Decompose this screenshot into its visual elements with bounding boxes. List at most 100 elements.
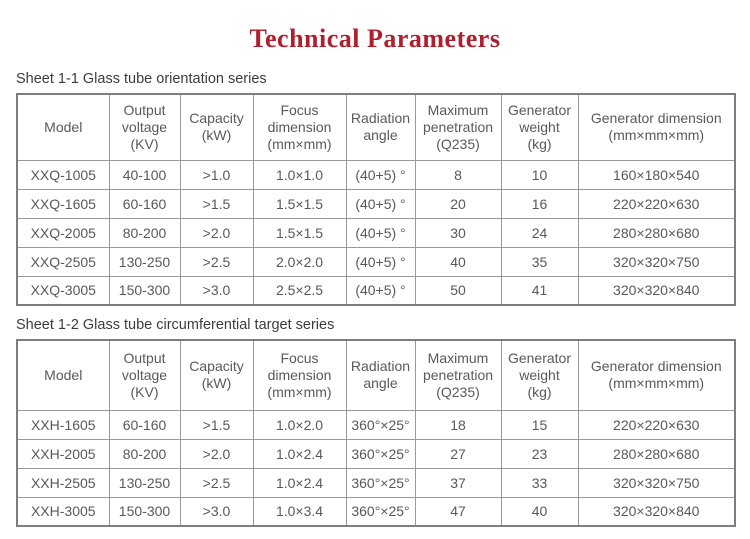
cell-col-0: XXH-2505: [16, 467, 110, 498]
table-row: XXH-2505 130-250 >2.5 1.0×2.4 360°×25° 37 33 32…: [16, 467, 736, 498]
cell-col-6: 40: [500, 496, 579, 527]
column-header-3: Focus dimension (mm×mm): [252, 339, 347, 411]
column-header-4: Radiation angle: [345, 93, 416, 161]
cell-col-6: 24: [500, 217, 579, 248]
cell-col-7: 160×180×540: [577, 159, 736, 190]
cell-col-5: 37: [414, 467, 502, 498]
cell-col-2: >1.5: [179, 188, 254, 219]
cell-col-0: XXQ-1605: [16, 188, 110, 219]
column-header-line: Radiation: [350, 110, 411, 127]
sheet-1-2-label: Sheet 1-2 Glass tube circumferential tar…: [16, 317, 335, 333]
cell-col-1: 60-160: [108, 188, 181, 219]
cell-col-3: 2.0×2.0: [252, 246, 347, 277]
column-header-line: Capacity: [189, 358, 244, 375]
cell-col-6: 16: [500, 188, 579, 219]
cell-col-5: 40: [414, 246, 502, 277]
header-row: Model Output voltage (KV) Capacity (kW) Focus d…: [16, 93, 736, 161]
column-header-line: (kg): [527, 383, 552, 400]
column-header-line: (kW): [201, 127, 232, 144]
column-header-6: Generator weight (kg): [500, 93, 579, 161]
column-header-line: Generator dimension: [590, 110, 722, 127]
cell-col-0: XXQ-3005: [16, 275, 110, 306]
column-header-line: dimension: [267, 366, 332, 383]
column-header-line: voltage: [121, 118, 168, 135]
cell-col-1: 150-300: [108, 275, 181, 306]
cell-col-1: 130-250: [108, 467, 181, 498]
cell-col-0: XXQ-2005: [16, 217, 110, 248]
table-header: Model Output voltage (KV) Capacity (kW) Focus d…: [16, 339, 736, 411]
cell-col-5: 50: [414, 275, 502, 306]
cell-col-2: >2.0: [179, 217, 254, 248]
cell-col-2: >3.0: [179, 496, 254, 527]
cell-col-7: 320×320×840: [577, 275, 736, 306]
column-header-line: (kg): [527, 135, 552, 152]
column-header-line: voltage: [121, 366, 168, 383]
cell-col-1: 40-100: [108, 159, 181, 190]
cell-col-1: 80-200: [108, 438, 181, 469]
column-header-line: Generator dimension: [590, 358, 722, 375]
cell-col-7: 320×320×840: [577, 496, 736, 527]
page-title: Technical Parameters: [249, 24, 501, 53]
column-header-line: Model: [44, 366, 83, 383]
cell-col-6: 41: [500, 275, 579, 306]
column-header-2: Capacity (kW): [179, 339, 254, 411]
column-header-line: Output: [123, 101, 166, 118]
column-header-4: Radiation angle: [345, 339, 416, 411]
cell-col-7: 280×280×680: [577, 438, 736, 469]
column-header-line: dimension: [267, 118, 332, 135]
column-header-line: Generator: [507, 349, 572, 366]
column-header-line: Maximum: [427, 349, 489, 366]
cell-col-7: 280×280×680: [577, 217, 736, 248]
column-header-line: (Q235): [436, 383, 480, 400]
cell-col-5: 18: [414, 409, 502, 440]
cell-col-1: 80-200: [108, 217, 181, 248]
glass-tube-circumferential-target-series-table: Model Output voltage (KV) Capacity (kW) Focus d…: [16, 339, 736, 527]
column-header-line: (Q235): [436, 135, 480, 152]
cell-col-4: 360°×25°: [345, 438, 416, 469]
table-row: XXQ-1605 60-160 >1.5 1.5×1.5 (40+5) ° 20 16 220…: [16, 188, 736, 219]
cell-col-1: 60-160: [108, 409, 181, 440]
cell-col-2: >1.0: [179, 159, 254, 190]
column-header-line: Focus: [280, 349, 319, 366]
sheet-1-1-label: Sheet 1-1 Glass tube orientation series: [16, 71, 267, 87]
cell-col-3: 1.0×2.4: [252, 467, 347, 498]
cell-col-3: 1.5×1.5: [252, 217, 347, 248]
cell-col-4: (40+5) °: [345, 275, 416, 306]
column-header-5: Maximum penetration (Q235): [414, 93, 502, 161]
cell-col-2: >2.0: [179, 438, 254, 469]
cell-col-4: (40+5) °: [345, 159, 416, 190]
table-row: XXH-2005 80-200 >2.0 1.0×2.4 360°×25° 27 23 280…: [16, 438, 736, 469]
table-header: Model Output voltage (KV) Capacity (kW) Focus d…: [16, 93, 736, 161]
column-header-line: Maximum: [427, 101, 489, 118]
column-header-line: (mm×mm×mm): [608, 375, 705, 392]
cell-col-2: >2.5: [179, 467, 254, 498]
table-body: XXH-1605 60-160 >1.5 1.0×2.0 360°×25° 18 15 220…: [16, 409, 736, 527]
column-header-3: Focus dimension (mm×mm): [252, 93, 347, 161]
cell-col-3: 1.0×2.4: [252, 438, 347, 469]
table-row: XXQ-2505 130-250 >2.5 2.0×2.0 (40+5) ° 40 35 32…: [16, 246, 736, 277]
cell-col-5: 20: [414, 188, 502, 219]
cell-col-4: 360°×25°: [345, 467, 416, 498]
cell-col-6: 15: [500, 409, 579, 440]
cell-col-6: 23: [500, 438, 579, 469]
column-header-1: Output voltage (KV): [108, 339, 181, 411]
table-row: XXQ-3005 150-300 >3.0 2.5×2.5 (40+5) ° 50 41 32…: [16, 275, 736, 306]
cell-col-3: 1.0×1.0: [252, 159, 347, 190]
cell-col-6: 35: [500, 246, 579, 277]
cell-col-6: 33: [500, 467, 579, 498]
cell-col-5: 8: [414, 159, 502, 190]
column-header-line: Focus: [280, 101, 319, 118]
column-header-line: (KV): [130, 135, 159, 152]
column-header-7: Generator dimension (mm×mm×mm): [577, 93, 736, 161]
cell-col-0: XXQ-1005: [16, 159, 110, 190]
cell-col-4: (40+5) °: [345, 188, 416, 219]
column-header-line: angle: [363, 127, 398, 144]
column-header-line: (KV): [130, 383, 159, 400]
cell-col-3: 1.5×1.5: [252, 188, 347, 219]
table-body: XXQ-1005 40-100 >1.0 1.0×1.0 (40+5) ° 8 10 160×…: [16, 159, 736, 306]
technical-parameters-page: Technical Parameters Sheet 1-1 Glass tub…: [0, 24, 750, 527]
column-header-line: (kW): [201, 375, 232, 392]
cell-col-3: 2.5×2.5: [252, 275, 347, 306]
cell-col-5: 30: [414, 217, 502, 248]
header-row: Model Output voltage (KV) Capacity (kW) Focus d…: [16, 339, 736, 411]
